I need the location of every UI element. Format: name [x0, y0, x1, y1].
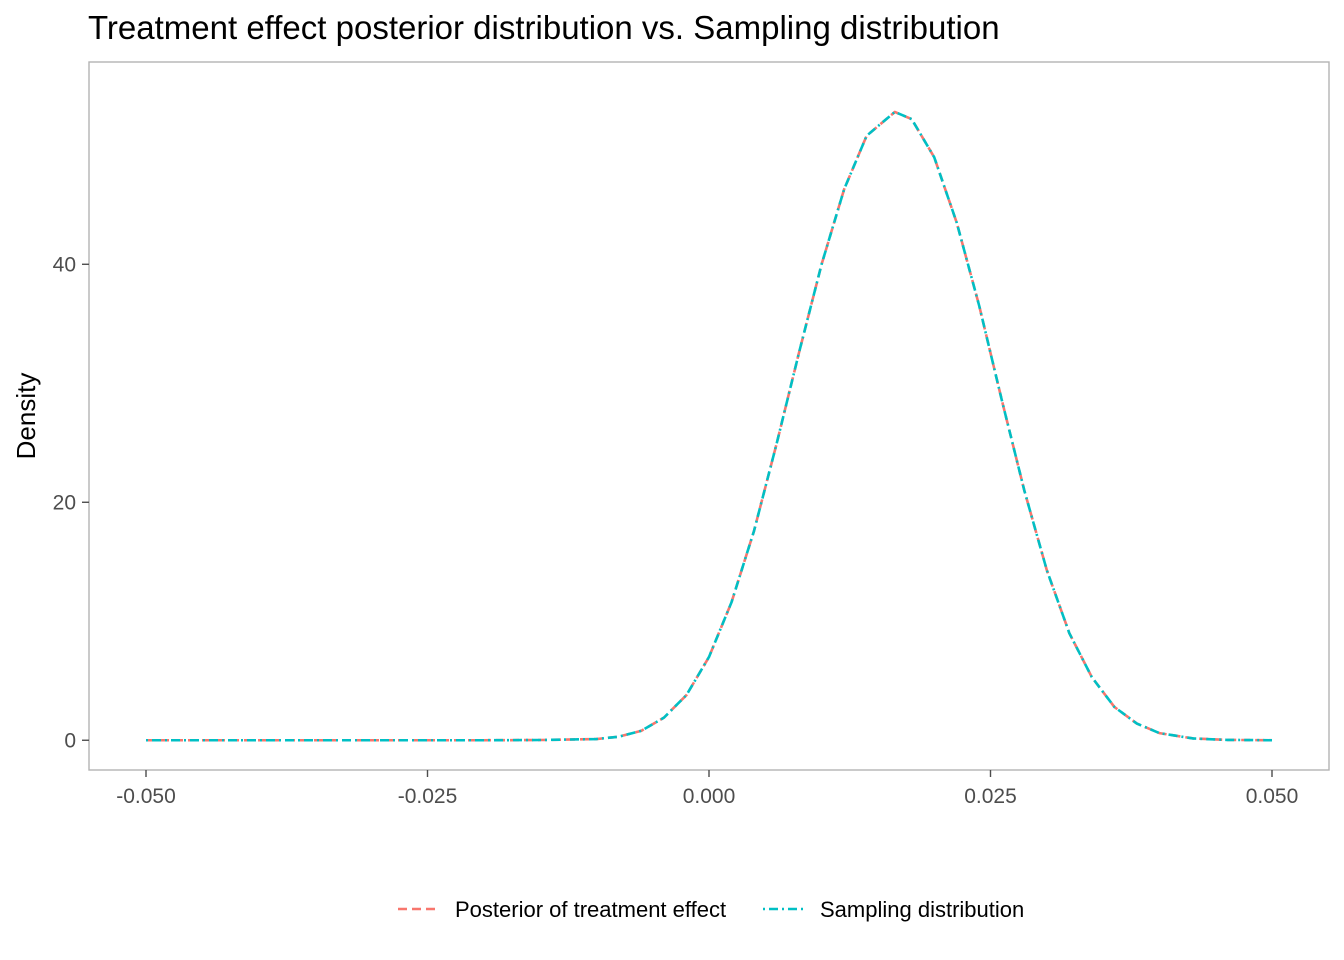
plot-panel: [88, 61, 1330, 771]
x-tick-label: -0.025: [398, 785, 458, 808]
legend: Posterior of treatment effect Sampling di…: [398, 897, 1024, 922]
y-axis: 0 20 40: [53, 253, 89, 752]
x-tick-label: 0.050: [1246, 785, 1299, 808]
x-tick-label: -0.050: [116, 785, 176, 808]
legend-item: Posterior of treatment effect: [398, 897, 726, 922]
chart-title: Treatment effect posterior distribution …: [88, 9, 1000, 46]
series-layer: [146, 110, 1273, 742]
series-line-2: [146, 110, 1273, 742]
x-axis: -0.050 -0.025 0.000 0.025 0.050: [116, 770, 1298, 808]
y-tick-label: 40: [53, 253, 76, 276]
y-tick-label: 0: [64, 729, 76, 752]
legend-item: Sampling distribution: [763, 897, 1024, 922]
y-axis-title: Density: [11, 373, 41, 460]
legend-label: Sampling distribution: [820, 897, 1024, 922]
y-tick-label: 20: [53, 491, 76, 514]
legend-label: Posterior of treatment effect: [455, 897, 726, 922]
x-tick-label: 0.025: [964, 785, 1017, 808]
x-tick-label: 0.000: [683, 785, 736, 808]
